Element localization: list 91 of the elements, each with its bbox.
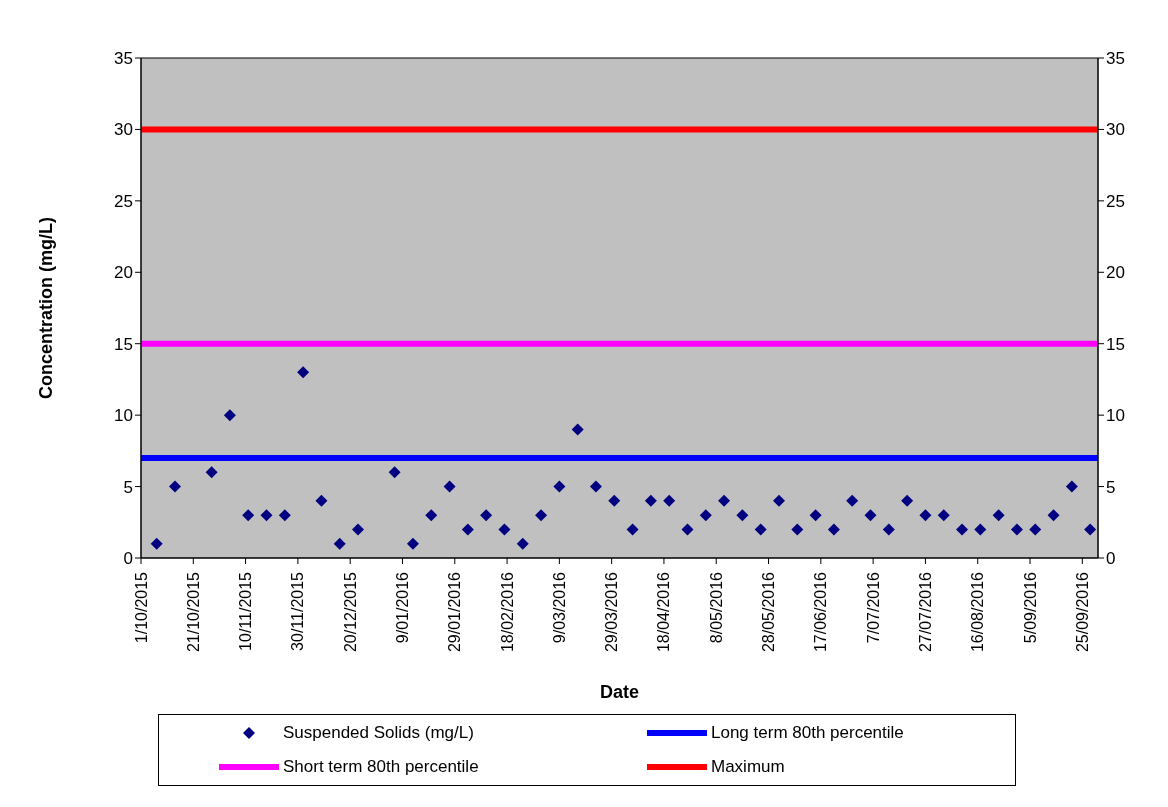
point	[644, 494, 657, 507]
x-tick-label: 1/10/2015	[132, 571, 150, 644]
x-tick-label: 16/08/2016	[969, 571, 987, 653]
point	[773, 494, 785, 507]
y2-tick-label: 30	[1106, 120, 1125, 140]
point	[150, 537, 163, 550]
point	[956, 523, 969, 536]
y-tick-label: 5	[123, 477, 133, 497]
point	[516, 537, 529, 550]
point	[827, 523, 840, 536]
point	[608, 494, 621, 507]
point	[809, 509, 822, 522]
x-tick-label: 27/07/2016	[916, 571, 934, 653]
legend-label: Maximum	[711, 757, 785, 777]
point	[791, 523, 804, 536]
y2-tick-label: 35	[1106, 49, 1125, 69]
point	[937, 509, 950, 522]
point	[589, 480, 602, 493]
point	[278, 509, 291, 522]
x-tick-label: 9/01/2016	[393, 571, 411, 644]
x-tick-label: 29/03/2016	[603, 571, 621, 653]
point	[260, 509, 273, 522]
point	[699, 509, 712, 522]
legend-label: Long term 80th percentile	[711, 723, 904, 743]
x-tick-label: 21/10/2015	[184, 571, 202, 653]
legend-label: Short term 80th percentile	[283, 757, 479, 777]
point	[974, 523, 987, 536]
point	[992, 509, 1005, 522]
point	[443, 480, 456, 493]
point	[754, 523, 767, 536]
point	[736, 509, 749, 522]
point	[882, 523, 895, 536]
y-tick-label: 35	[114, 49, 133, 69]
x-tick-label: 10/11/2015	[237, 571, 255, 651]
point	[553, 480, 566, 493]
y-tick-label: 20	[114, 263, 133, 283]
y2-tick-label: 5	[1106, 477, 1116, 497]
point	[626, 523, 639, 536]
x-tick-label: 29/01/2016	[446, 571, 464, 653]
point	[919, 509, 932, 522]
point	[333, 537, 346, 550]
legend-label: Suspended Solids (mg/L)	[283, 723, 474, 743]
y2-tick-label: 10	[1106, 406, 1125, 426]
point	[535, 509, 548, 522]
point	[425, 509, 438, 522]
y-tick-label: 15	[114, 334, 133, 354]
y2-tick-label: 25	[1106, 191, 1125, 211]
point	[1010, 523, 1023, 536]
point	[1065, 480, 1078, 493]
y-tick-label: 25	[114, 191, 133, 211]
point	[663, 494, 676, 507]
x-tick-label: 25/09/2016	[1073, 571, 1091, 653]
point	[480, 509, 493, 522]
point	[223, 409, 236, 422]
point	[1047, 509, 1060, 522]
point	[571, 423, 584, 436]
x-tick-label: 8/05/2016	[707, 571, 725, 644]
x-tick-label: 7/07/2016	[864, 571, 882, 644]
x-tick-label: 30/11/2015	[289, 571, 307, 651]
y-axis-title: Concentration (mg/L)	[36, 217, 57, 399]
point	[1084, 523, 1097, 536]
x-tick-label: 18/02/2016	[498, 571, 516, 653]
x-tick-label: 18/04/2016	[655, 571, 673, 653]
point	[846, 494, 859, 507]
point	[681, 523, 694, 536]
x-tick-label: 20/12/2015	[341, 571, 359, 653]
x-axis-title: Date	[599, 682, 640, 702]
x-tick-label: 9/03/2016	[550, 571, 568, 644]
point	[168, 480, 181, 493]
point	[297, 366, 310, 379]
y-tick-label: 0	[123, 549, 133, 569]
point	[388, 466, 401, 479]
y2-tick-label: 15	[1106, 334, 1125, 354]
y-tick-label: 10	[114, 406, 133, 426]
point	[498, 523, 511, 536]
point	[205, 466, 218, 479]
x-tick-label: 5/09/2016	[1021, 571, 1039, 644]
point	[352, 523, 365, 536]
y-tick-label: 30	[114, 120, 133, 140]
point	[461, 523, 474, 536]
point	[864, 509, 877, 522]
point	[242, 509, 255, 522]
y2-tick-label: 20	[1106, 263, 1125, 283]
point	[901, 494, 914, 507]
x-tick-label: 17/06/2016	[812, 571, 830, 653]
point	[1029, 523, 1042, 536]
y2-tick-label: 0	[1106, 549, 1116, 569]
point	[718, 494, 731, 507]
x-tick-label: 28/05/2016	[760, 571, 778, 653]
point	[315, 494, 328, 507]
point	[406, 537, 419, 550]
